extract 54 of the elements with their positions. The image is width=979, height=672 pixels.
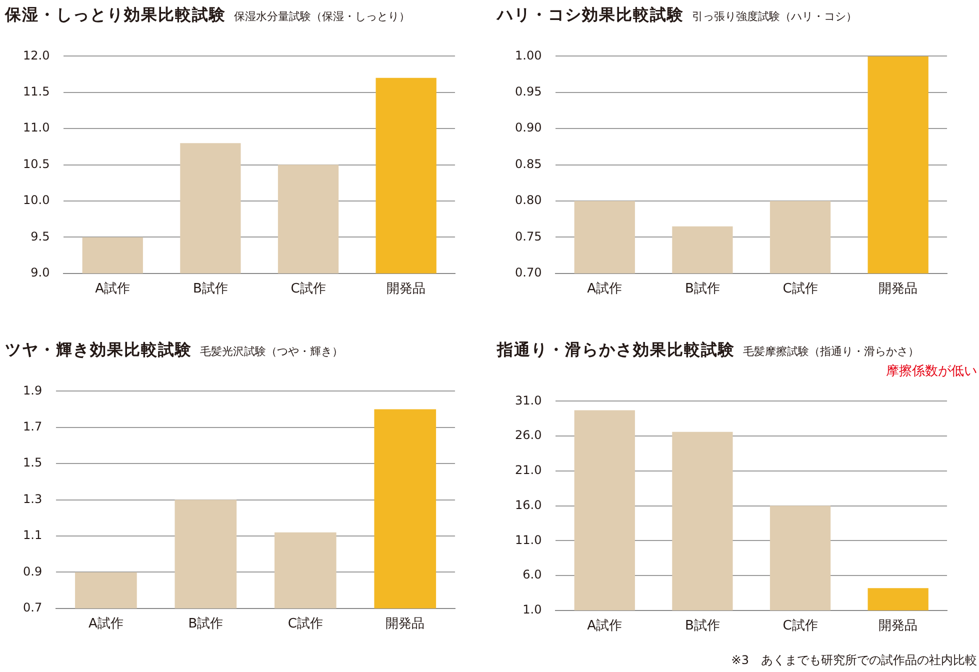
chart-subtitle: 毛髪摩擦試験（指通り・滑らかさ） <box>743 345 919 358</box>
x-tick-label: B試作 <box>684 282 720 297</box>
chart-title: ハリ・コシ効果比較試験 <box>497 5 684 24</box>
x-tick-label: C試作 <box>782 282 818 297</box>
y-tick-label: 1.0 <box>522 602 542 617</box>
x-tick-label: 開発品 <box>386 282 426 297</box>
y-tick-label: 0.75 <box>515 229 542 244</box>
y-tick-label: 1.1 <box>22 528 42 542</box>
chart-subtitle: 引っ張り強度試験（ハリ・コシ） <box>692 10 857 23</box>
y-tick-label: 1.00 <box>515 48 542 62</box>
y-tick-label: 10.5 <box>23 156 50 171</box>
chart-title: 保湿・しっとり効果比較試験 <box>5 5 226 24</box>
y-tick-label: 9.0 <box>30 266 50 280</box>
x-tick-label: 開発品 <box>878 282 918 297</box>
chart-title: 指通り・滑らかさ効果比較試験 <box>497 340 735 359</box>
y-tick-label: 21.0 <box>515 463 542 478</box>
text: 摩擦係数が低い <box>886 363 977 380</box>
x-tick-label: 開発品 <box>878 618 918 634</box>
y-tick-label: 12.0 <box>23 48 50 62</box>
x-tick-label: B試作 <box>684 618 720 634</box>
y-tick-label: 0.7 <box>22 600 42 615</box>
x-tick-label: C試作 <box>288 616 323 632</box>
y-tick-label: 1.9 <box>22 383 42 398</box>
x-tick-label: C試作 <box>290 282 326 297</box>
x-tick-label: B試作 <box>192 282 228 297</box>
y-tick-label: 16.0 <box>515 498 542 512</box>
y-tick-label: 11.5 <box>23 84 50 99</box>
y-tick-label: 1.5 <box>22 456 42 470</box>
chart-subtitle: 保湿水分量試験（保湿・しっとり） <box>234 10 410 23</box>
x-tick-label: A試作 <box>587 618 622 634</box>
y-tick-label: 1.3 <box>22 492 42 506</box>
chart-title: ツヤ・輝き効果比較試験 <box>5 340 192 359</box>
y-tick-label: 0.70 <box>515 266 542 280</box>
y-tick-label: 0.9 <box>22 564 42 578</box>
chart-subtitle: 毛髪光沢試験（つや・輝き） <box>200 345 343 358</box>
x-tick-label: A試作 <box>88 616 124 632</box>
x-tick-label: 開発品 <box>386 616 425 632</box>
text: ※3 あくまでも研究所での試作品の社内比較 <box>731 652 977 669</box>
y-tick-label: 0.95 <box>515 84 542 99</box>
y-tick-label: 9.5 <box>30 229 50 244</box>
y-tick-label: 11.0 <box>515 532 542 547</box>
x-tick-label: C試作 <box>782 618 818 634</box>
y-tick-label: 0.85 <box>515 156 542 171</box>
y-tick-label: 1.7 <box>22 420 42 434</box>
y-tick-label: 31.0 <box>515 393 542 408</box>
x-tick-label: B試作 <box>188 616 224 632</box>
y-tick-label: 11.0 <box>23 120 50 135</box>
x-tick-label: A試作 <box>587 282 622 297</box>
y-tick-label: 10.0 <box>23 193 50 208</box>
y-tick-label: 6.0 <box>522 568 542 582</box>
y-tick-label: 0.80 <box>515 193 542 208</box>
x-tick-label: A試作 <box>95 282 130 297</box>
y-tick-label: 26.0 <box>515 428 542 442</box>
y-tick-label: 0.90 <box>515 120 542 135</box>
